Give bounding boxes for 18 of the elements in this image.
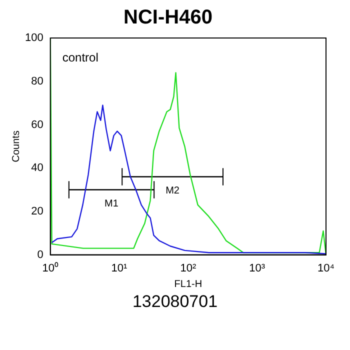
x-tick-label: 10⁴	[318, 262, 335, 274]
y-tick-label: 100	[24, 32, 44, 44]
text: 132080701	[131, 292, 219, 312]
series-label: M1	[104, 198, 119, 210]
x-tick-label: 10¹	[111, 262, 128, 274]
y-tick-label: 40	[31, 162, 44, 174]
y-tick-label: 60	[31, 118, 44, 131]
y-tick-label: 0	[37, 248, 44, 261]
annotation: control	[62, 50, 98, 64]
x-tick-label: 10⁰	[42, 261, 58, 274]
x-axis-title: FL1-H	[174, 278, 202, 290]
y-tick-label: 20	[31, 205, 44, 218]
x-tick-label: 10³	[249, 262, 266, 274]
y-tick-label: 80	[31, 75, 44, 88]
series-label: M2	[166, 186, 180, 196]
x-tick-label: 10²	[180, 262, 196, 274]
y-axis-title: Counts	[10, 130, 22, 162]
chart-title: NCI-H460	[124, 6, 212, 29]
